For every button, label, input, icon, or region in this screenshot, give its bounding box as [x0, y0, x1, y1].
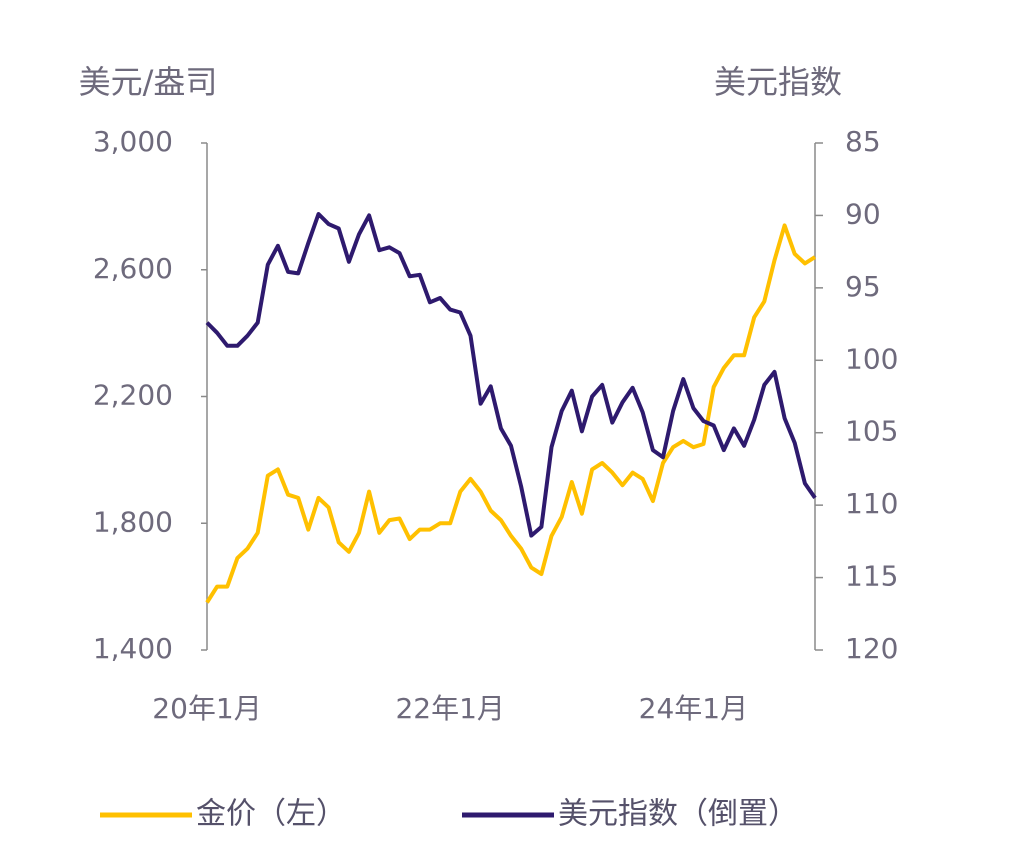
y2-tick-label: 120 — [845, 632, 898, 665]
y2-tick-label: 100 — [845, 342, 898, 375]
y2-axis-title: 美元指数 — [714, 63, 842, 101]
y2-tick-label: 105 — [845, 415, 898, 448]
legend: 金价（左） 美元指数（倒置） — [100, 797, 798, 832]
y2-tick-label: 115 — [845, 560, 898, 593]
series-line — [205, 212, 817, 538]
y2-tick-label: 85 — [845, 125, 881, 158]
x-tick-label: 24年1月 — [639, 692, 748, 725]
y2-tick-label: 95 — [845, 270, 881, 303]
legend-label: 美元指数（倒置） — [558, 797, 798, 832]
legend-label: 金价（左） — [196, 797, 346, 832]
series-line — [205, 223, 817, 604]
x-tick-label: 22年1月 — [395, 692, 504, 725]
y-axis-title: 美元/盎司 — [79, 63, 218, 101]
y2-tick-label: 110 — [845, 487, 898, 520]
y2-tick-label: 90 — [845, 197, 881, 230]
y-tick-label: 3,000 — [93, 125, 173, 158]
y-tick-label: 2,200 — [93, 379, 173, 412]
y-tick-label: 2,600 — [93, 252, 173, 285]
y-tick-label: 1,800 — [93, 505, 173, 538]
y-tick-label: 1,400 — [93, 632, 173, 665]
x-tick-label: 20年1月 — [152, 692, 261, 725]
